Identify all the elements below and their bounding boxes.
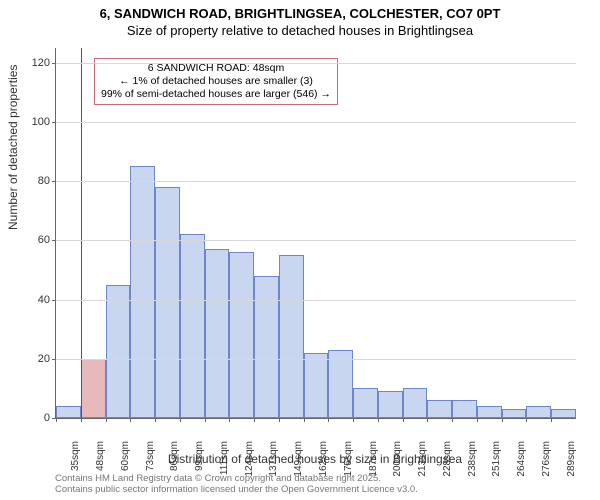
x-tickmark (229, 418, 230, 422)
x-tickmark (81, 418, 82, 422)
attribution-line2: Contains public sector information licen… (55, 485, 418, 496)
x-tickmark (502, 418, 503, 422)
callout-line3: 99% of semi-detached houses are larger (… (101, 88, 331, 101)
bar (106, 285, 131, 418)
callout-line2: ← 1% of detached houses are smaller (3) (101, 75, 331, 88)
gridline (56, 181, 576, 182)
x-tickmark (551, 418, 552, 422)
x-tickmark (378, 418, 379, 422)
bar (279, 255, 304, 418)
y-tickmark (52, 181, 56, 182)
y-tick-label: 20 (24, 353, 50, 365)
bar (526, 406, 551, 418)
plot-area: 6 SANDWICH ROAD: 48sqm ← 1% of detached … (55, 48, 576, 419)
gridline (56, 63, 576, 64)
gridline (56, 300, 576, 301)
bar (130, 166, 155, 418)
x-tickmark (427, 418, 428, 422)
y-tick-label: 0 (24, 412, 50, 424)
x-axis-label: Distribution of detached houses by size … (55, 452, 575, 466)
bar (155, 187, 180, 418)
bar (254, 276, 279, 418)
bar (353, 388, 378, 418)
y-tickmark (52, 63, 56, 64)
y-axis-label: Number of detached properties (6, 65, 20, 230)
gridline (56, 240, 576, 241)
bar (502, 409, 527, 418)
bar (81, 359, 106, 418)
y-tickmark (52, 122, 56, 123)
x-tickmark (477, 418, 478, 422)
x-tickmark (205, 418, 206, 422)
y-tick-label: 80 (24, 175, 50, 187)
bar (205, 249, 230, 418)
bar (427, 400, 452, 418)
x-tickmark (56, 418, 57, 422)
x-tickmark (130, 418, 131, 422)
y-tick-label: 100 (24, 116, 50, 128)
x-tickmark (452, 418, 453, 422)
bar (403, 388, 428, 418)
bar (378, 391, 403, 418)
y-tick-label: 60 (24, 234, 50, 246)
x-tickmark (526, 418, 527, 422)
bar (452, 400, 477, 418)
x-tickmark (353, 418, 354, 422)
chart-title: 6, SANDWICH ROAD, BRIGHTLINGSEA, COLCHES… (0, 0, 600, 21)
x-tickmark (254, 418, 255, 422)
callout-box: 6 SANDWICH ROAD: 48sqm ← 1% of detached … (94, 58, 338, 105)
highlight-line (81, 48, 82, 418)
bar (180, 234, 205, 418)
bar (328, 350, 353, 418)
bar (477, 406, 502, 418)
x-tickmark (155, 418, 156, 422)
gridline (56, 359, 576, 360)
y-tickmark (52, 359, 56, 360)
x-tickmark (180, 418, 181, 422)
x-tickmark (328, 418, 329, 422)
chart-subtitle: Size of property relative to detached ho… (0, 21, 600, 38)
x-tickmark (304, 418, 305, 422)
gridline (56, 122, 576, 123)
x-tickmark (279, 418, 280, 422)
bar (229, 252, 254, 418)
callout-line1: 6 SANDWICH ROAD: 48sqm (101, 62, 331, 75)
x-tickmark (106, 418, 107, 422)
attribution: Contains HM Land Registry data © Crown c… (55, 474, 418, 496)
y-tickmark (52, 300, 56, 301)
chart-container: 6, SANDWICH ROAD, BRIGHTLINGSEA, COLCHES… (0, 0, 600, 500)
y-tickmark (52, 240, 56, 241)
y-tick-label: 40 (24, 294, 50, 306)
bar (304, 353, 329, 418)
bar (551, 409, 576, 418)
bar (56, 406, 81, 418)
x-tickmark (403, 418, 404, 422)
y-tick-label: 120 (24, 57, 50, 69)
